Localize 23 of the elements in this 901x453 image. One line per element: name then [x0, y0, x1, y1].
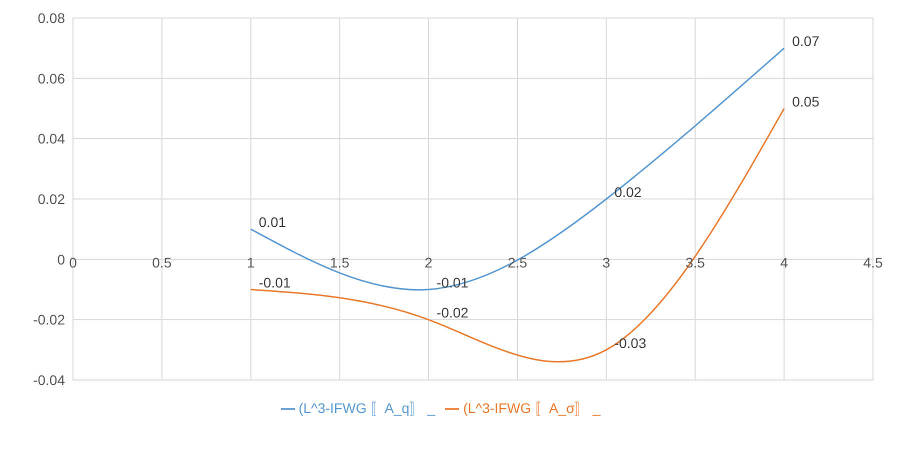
x-tick-label: 1.5: [330, 254, 350, 270]
legend-label: (L^3-IFWG 〚A_σ〛 _: [463, 400, 600, 416]
y-tick-label: 0.08: [38, 10, 66, 26]
y-tick-label: 0.06: [38, 70, 66, 86]
data-label: -0.02: [436, 304, 469, 321]
data-label: -0.03: [614, 334, 646, 351]
data-label: 0.07: [792, 33, 820, 50]
data-label: 0.01: [258, 214, 286, 230]
data-label: -0.01: [258, 274, 291, 290]
x-tick-label: 4: [780, 254, 788, 270]
x-tick-label: 0: [69, 254, 78, 270]
data-label: 0.05: [792, 93, 820, 110]
y-tick-label: -0.04: [33, 372, 66, 388]
data-label: 0.02: [614, 184, 642, 200]
x-tick-label: 0.5: [152, 254, 172, 270]
x-tick-label: 2: [424, 254, 433, 270]
legend-label: (L^3-IFWG 〚A_q〛 _: [298, 400, 436, 416]
x-tick-label: 3: [602, 254, 610, 270]
y-tick-label: 0.02: [38, 190, 66, 207]
y-tick-label: -0.02: [33, 312, 66, 328]
x-tick-label: 4.5: [863, 254, 883, 270]
x-tick-label: 1: [246, 254, 255, 270]
y-tick-label: 0.04: [38, 130, 66, 147]
